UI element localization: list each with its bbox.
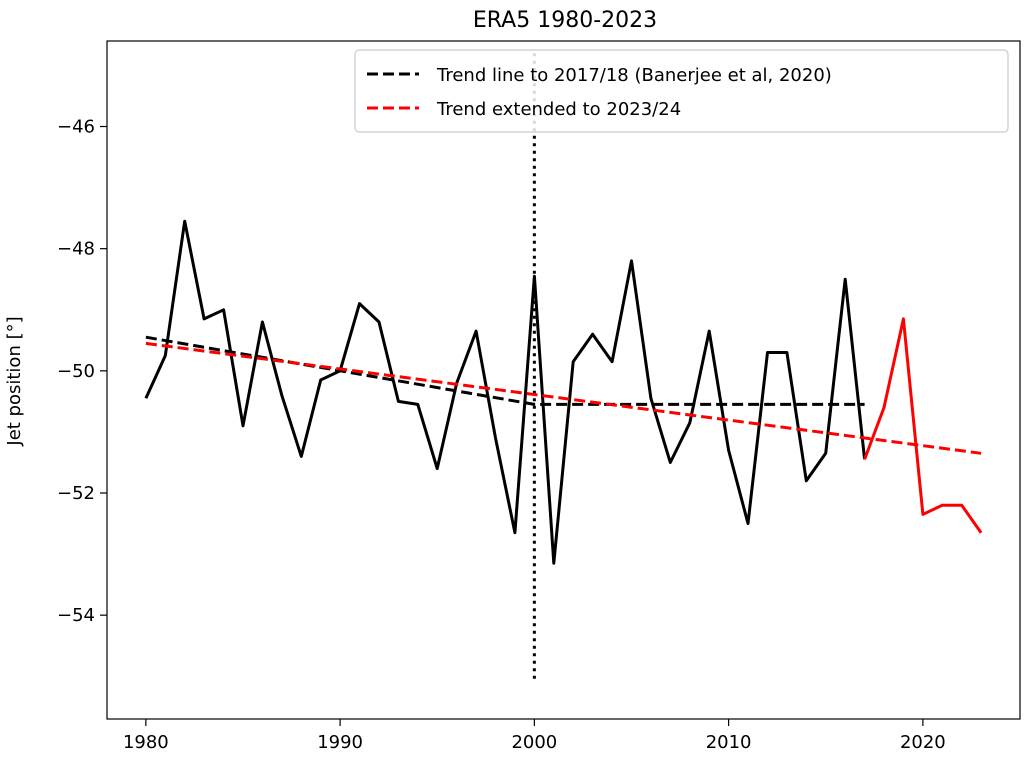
y-tick-label-3: −52	[57, 483, 95, 504]
plot-frame	[106, 40, 1021, 720]
x-tick-label-2000: 2000	[511, 732, 557, 753]
legend: Trend line to 2017/18 (Banerjee et al, 2…	[354, 49, 1009, 133]
y-tick-label-1: −48	[57, 239, 95, 260]
y-tick-label-4: −54	[57, 605, 95, 626]
legend-entry-0: Trend line to 2017/18 (Banerjee et al, 2…	[436, 65, 832, 86]
series-line-0	[144, 219, 867, 565]
series-line-1	[863, 317, 983, 534]
x-tick-label-2020: 2020	[900, 732, 946, 753]
x-tick-label-1980: 1980	[123, 732, 169, 753]
plot-area	[144, 53, 983, 683]
y-axis-label: Jet position [°]	[4, 316, 25, 446]
axis-ticks: 1980 1990 2000 2010 2020 −46 −48 −50 −52 −54	[57, 117, 946, 753]
chart-title: ERA5 1980-2023	[473, 8, 657, 33]
series-line-3	[145, 341, 982, 455]
x-tick-label-2010: 2010	[706, 732, 752, 753]
y-tick-label-2: −50	[57, 361, 95, 382]
x-tick-label-1990: 1990	[317, 732, 363, 753]
legend-entry-1: Trend extended to 2023/24	[436, 99, 681, 120]
y-tick-label-0: −46	[57, 117, 95, 138]
legend-box	[354, 49, 1009, 133]
